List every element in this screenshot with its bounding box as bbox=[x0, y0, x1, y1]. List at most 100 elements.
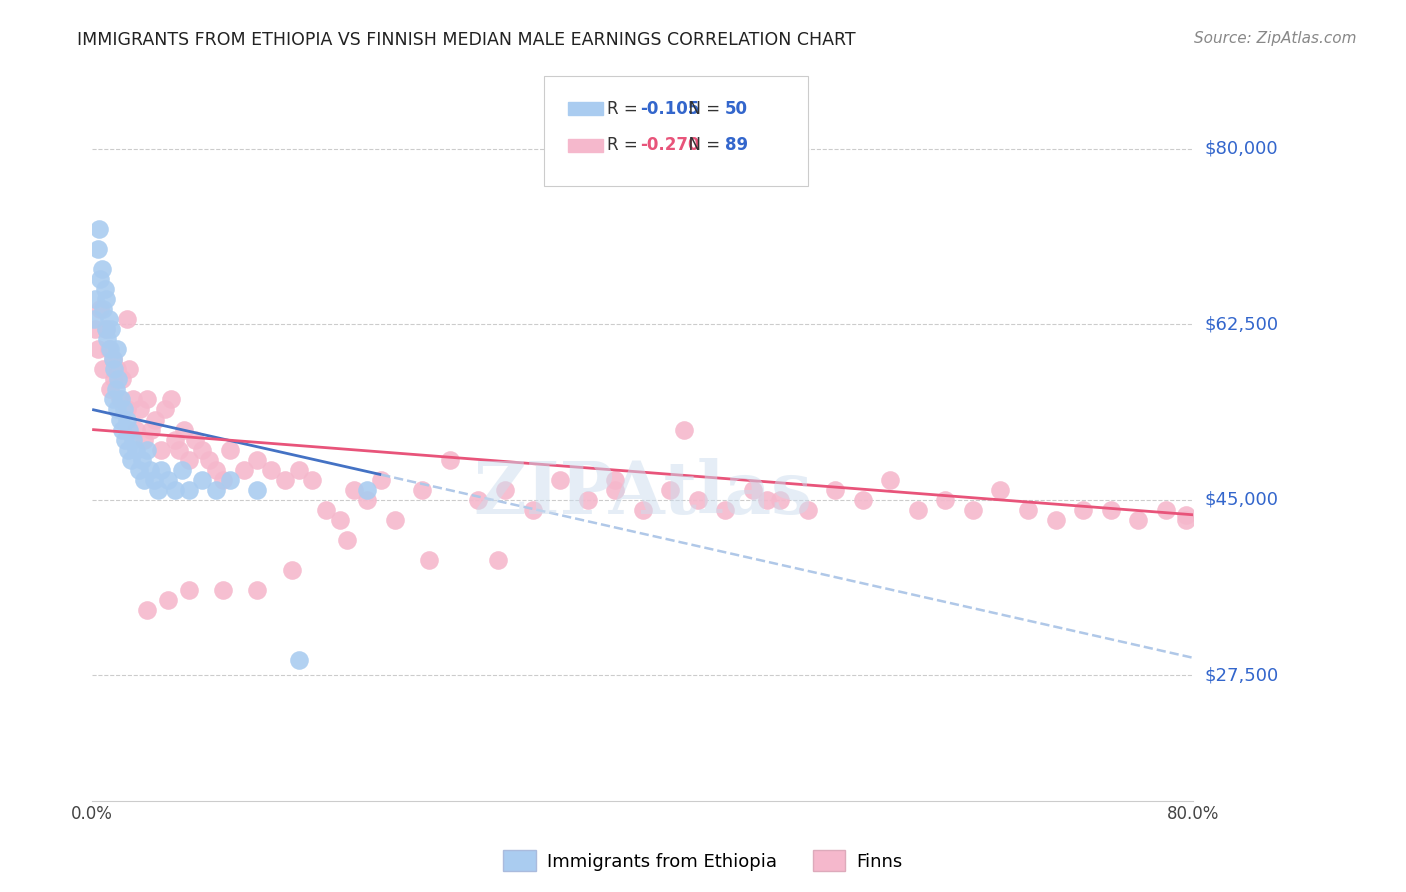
Point bbox=[605, 473, 627, 487]
Point bbox=[1175, 513, 1198, 527]
Point bbox=[104, 383, 127, 397]
Point bbox=[1126, 513, 1149, 527]
Point bbox=[167, 442, 190, 457]
Point bbox=[128, 463, 150, 477]
Point bbox=[150, 442, 173, 457]
Point bbox=[467, 492, 489, 507]
Point bbox=[1045, 513, 1067, 527]
Point bbox=[522, 503, 544, 517]
Point bbox=[177, 452, 200, 467]
Point bbox=[131, 452, 153, 467]
Text: N =: N = bbox=[678, 100, 725, 118]
Point bbox=[1099, 503, 1122, 517]
Point bbox=[852, 492, 875, 507]
FancyBboxPatch shape bbox=[568, 139, 603, 152]
Point bbox=[105, 343, 128, 357]
Point bbox=[343, 483, 366, 497]
Point bbox=[418, 553, 440, 567]
Point bbox=[1154, 503, 1177, 517]
Point bbox=[134, 433, 156, 447]
Point bbox=[97, 312, 120, 326]
Text: 50: 50 bbox=[725, 100, 748, 118]
Point bbox=[141, 423, 163, 437]
Point bbox=[117, 442, 139, 457]
Point bbox=[177, 483, 200, 497]
Point bbox=[755, 492, 778, 507]
Text: N =: N = bbox=[678, 136, 725, 154]
Point bbox=[329, 513, 352, 527]
Text: R =: R = bbox=[607, 136, 644, 154]
Point bbox=[122, 392, 145, 407]
Point bbox=[879, 473, 901, 487]
Text: -0.105: -0.105 bbox=[641, 100, 700, 118]
Point bbox=[659, 483, 682, 497]
Point bbox=[115, 402, 138, 417]
Point bbox=[191, 473, 214, 487]
Point bbox=[101, 352, 124, 367]
Point bbox=[100, 322, 122, 336]
Point bbox=[714, 503, 737, 517]
Point bbox=[103, 372, 125, 386]
Point bbox=[96, 332, 118, 346]
Point bbox=[356, 492, 378, 507]
Point bbox=[89, 302, 111, 317]
Point bbox=[108, 412, 131, 426]
Point bbox=[84, 322, 107, 336]
Point bbox=[122, 433, 145, 447]
Point bbox=[139, 463, 162, 477]
Point bbox=[91, 362, 114, 376]
Point bbox=[287, 463, 309, 477]
Point bbox=[111, 372, 134, 386]
Point bbox=[134, 473, 156, 487]
Point bbox=[205, 463, 228, 477]
Point bbox=[103, 362, 125, 376]
Point bbox=[110, 392, 132, 407]
Point bbox=[111, 423, 134, 437]
Point bbox=[218, 473, 240, 487]
Point bbox=[356, 483, 378, 497]
Point bbox=[163, 433, 186, 447]
Point bbox=[118, 362, 141, 376]
Point bbox=[797, 503, 820, 517]
Point bbox=[184, 433, 207, 447]
Point bbox=[136, 442, 159, 457]
Point bbox=[101, 352, 124, 367]
Point bbox=[86, 242, 108, 256]
Point bbox=[163, 483, 186, 497]
Point bbox=[576, 492, 599, 507]
Text: 89: 89 bbox=[725, 136, 748, 154]
Legend: Immigrants from Ethiopia, Finns: Immigrants from Ethiopia, Finns bbox=[496, 843, 910, 879]
Text: IMMIGRANTS FROM ETHIOPIA VS FINNISH MEDIAN MALE EARNINGS CORRELATION CHART: IMMIGRANTS FROM ETHIOPIA VS FINNISH MEDI… bbox=[77, 31, 856, 49]
Point bbox=[159, 392, 181, 407]
Text: Source: ZipAtlas.com: Source: ZipAtlas.com bbox=[1194, 31, 1357, 46]
Point bbox=[246, 582, 269, 597]
Text: $27,500: $27,500 bbox=[1205, 666, 1278, 684]
Point bbox=[170, 463, 193, 477]
Point bbox=[686, 492, 709, 507]
Point bbox=[98, 343, 121, 357]
Point bbox=[934, 492, 956, 507]
Point bbox=[384, 513, 406, 527]
Point bbox=[114, 433, 136, 447]
Point bbox=[91, 302, 114, 317]
Point bbox=[120, 452, 142, 467]
Point bbox=[108, 392, 131, 407]
Point bbox=[107, 372, 129, 386]
Point bbox=[274, 473, 297, 487]
Point bbox=[370, 473, 392, 487]
Point bbox=[89, 272, 111, 286]
Point bbox=[115, 312, 138, 326]
Point bbox=[136, 392, 159, 407]
Point bbox=[486, 553, 509, 567]
Point bbox=[212, 473, 235, 487]
Point bbox=[105, 402, 128, 417]
Point bbox=[125, 423, 148, 437]
Point bbox=[97, 343, 120, 357]
Text: -0.270: -0.270 bbox=[641, 136, 700, 154]
Point bbox=[212, 582, 235, 597]
Point bbox=[301, 473, 323, 487]
Point bbox=[125, 442, 148, 457]
Point bbox=[990, 483, 1012, 497]
Point bbox=[156, 593, 179, 607]
Point bbox=[173, 423, 195, 437]
